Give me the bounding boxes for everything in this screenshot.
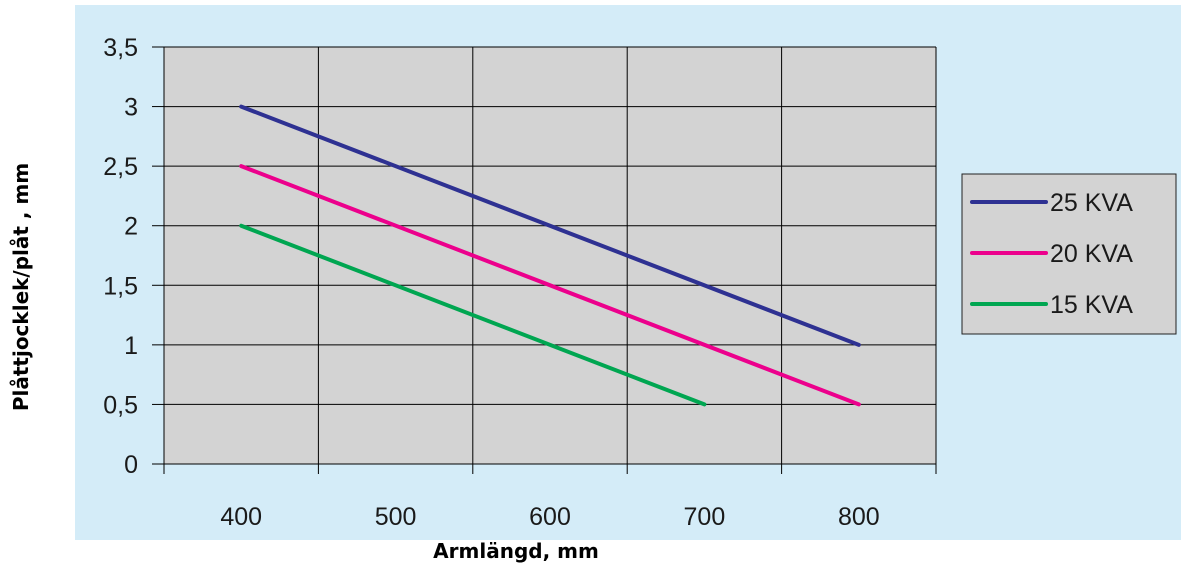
x-tick-label: 800: [838, 503, 880, 531]
y-tick-label: 1,5: [103, 272, 138, 300]
legend: 25 KVA 20 KVA 15 KVA: [961, 173, 1177, 335]
y-tick-label: 2,5: [103, 153, 138, 181]
y-axis-title: Plåttjocklek/plåt , mm: [9, 163, 33, 411]
y-tick-label: 2: [124, 213, 138, 241]
plot-area: [164, 47, 936, 464]
x-tick-label: 500: [375, 503, 417, 531]
legend-label: 25 KVA: [1050, 189, 1133, 217]
series-line: [239, 223, 707, 407]
series-lines: [239, 104, 861, 407]
y-tick-label: 0,5: [103, 391, 138, 419]
x-tick-label: 700: [684, 503, 726, 531]
x-axis-title: Armlängd, mm: [433, 539, 599, 563]
y-tick-label: 0: [124, 451, 138, 479]
y-tick-label: 3: [124, 94, 138, 122]
grid-lines: [152, 46, 937, 474]
y-tick-label: 1: [124, 332, 138, 360]
y-tick-labels: 0 0,5 1 1,5 2 2,5 3 3,5: [103, 34, 138, 479]
legend-label: 20 KVA: [1050, 240, 1133, 268]
x-tick-labels: 400 500 600 700 800: [220, 503, 879, 531]
series-line: [239, 164, 861, 407]
legend-label: 15 KVA: [1050, 291, 1133, 319]
series-line: [239, 104, 861, 347]
y-tick-label: 3,5: [103, 34, 138, 62]
x-tick-label: 400: [220, 503, 262, 531]
x-tick-label: 600: [529, 503, 571, 531]
